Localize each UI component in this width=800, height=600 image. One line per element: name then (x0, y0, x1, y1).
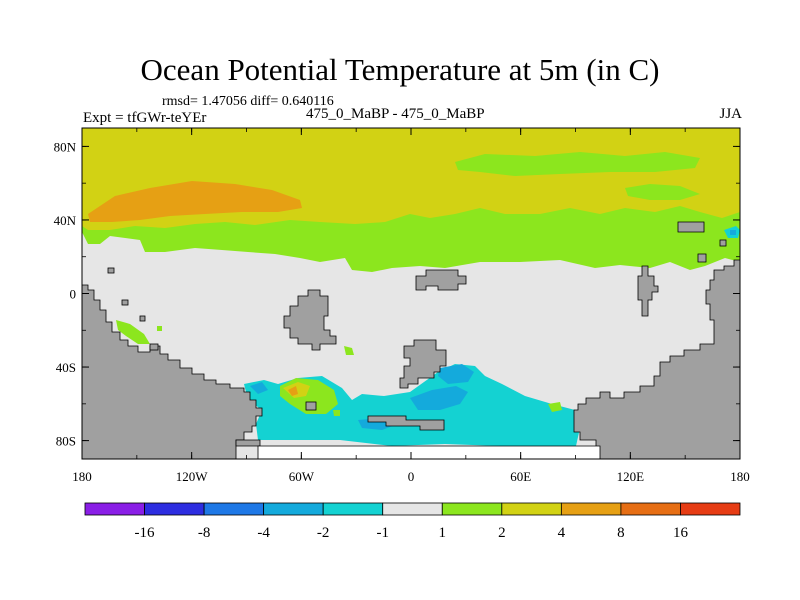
colorbar-label: 1 (439, 525, 447, 541)
y-tick-label: 40N (54, 213, 77, 228)
land-east-sliver (697, 253, 707, 263)
region-green-patch-east (625, 184, 700, 200)
colorbar-swatch (441, 502, 503, 516)
region-cyan-south (244, 364, 580, 446)
colorbar-swatch (382, 502, 443, 516)
colorbar-label: 8 (617, 525, 625, 541)
y-tick-label: 80N (54, 139, 77, 154)
y-axis: 80N 40N 0 40S 80S (54, 139, 740, 449)
colorbar-label: -1 (376, 525, 389, 541)
region-green-south-atlantic (344, 346, 354, 355)
region-orange-south-blob (288, 386, 298, 396)
colorbar-swatch (322, 502, 384, 516)
land-islet-5 (305, 401, 317, 411)
region-green-west-pacific (116, 320, 150, 344)
region-green-south-small (333, 410, 340, 416)
land-islet-3 (139, 315, 146, 322)
x-tick-label: 120W (176, 469, 209, 484)
land-equatorial-island (415, 269, 467, 291)
colorbar-label: -8 (198, 525, 211, 541)
region-green-south-east (548, 402, 562, 412)
experiment-label: Expt = tfGWr-teYEr (83, 110, 207, 126)
x-tick-label: 0 (408, 469, 415, 484)
colorbar-label: 2 (498, 525, 506, 541)
colorbar-label: -4 (257, 525, 270, 541)
land-islet-4 (149, 343, 159, 351)
colorbar-label: -16 (135, 525, 155, 541)
region-cyan-east-core (730, 230, 736, 235)
land-south-west (235, 439, 261, 447)
land-masses (82, 221, 740, 459)
season-label: JJA (719, 106, 742, 122)
colorbar-swatch (680, 502, 741, 516)
x-tick-label: 180 (730, 469, 750, 484)
colorbar-swatch (84, 502, 145, 516)
chart-title: Ocean Potential Temperature at 5m (in C) (140, 52, 660, 87)
land-islet-6 (719, 239, 727, 247)
region-green-dot (157, 326, 162, 331)
colorbar-label: 4 (558, 525, 566, 541)
land-islet-1 (121, 299, 129, 306)
colorbar-swatch (144, 502, 205, 516)
x-tick-label: 60W (289, 469, 315, 484)
land-west-continent (82, 284, 263, 459)
land-south-mid (367, 415, 445, 431)
colorbar-swatch (263, 502, 324, 516)
colorbar-label: 16 (673, 525, 689, 541)
case-label: 475_0_MaBP - 475_0_MaBP (306, 106, 485, 122)
y-tick-label: 40S (56, 360, 76, 375)
y-tick-label: 0 (70, 287, 77, 302)
x-tick-label: 180 (72, 469, 92, 484)
colorbar-swatch (620, 502, 681, 516)
x-tick-label: 60E (510, 469, 531, 484)
land-south-band (257, 445, 601, 459)
land-south-atlantic-island (399, 339, 447, 389)
x-tick-label: 120E (617, 469, 645, 484)
land-central-island (283, 289, 337, 351)
x-axis: 180 120W 60W 0 60E 120E 180 (72, 128, 750, 484)
land-northeast-block (677, 221, 705, 233)
land-east-chain (637, 265, 659, 317)
colorbar-swatch (560, 502, 622, 516)
region-green-patch-north (455, 152, 700, 176)
land-east-continent (573, 259, 740, 459)
region-orange-north-pacific (88, 181, 302, 222)
colorbar-label: -2 (317, 525, 330, 541)
stats-label: rmsd= 1.47056 diff= 0.640116 (162, 94, 334, 109)
y-tick-label: 80S (56, 434, 76, 449)
colorbar-swatch (501, 502, 562, 516)
colorbar-swatch (203, 502, 265, 516)
colorbar: -16 -8 -4 -2 -1 1 2 4 8 16 (84, 502, 741, 541)
region-blue-west (250, 382, 268, 394)
land-islet-2 (107, 267, 115, 274)
map-field (82, 128, 740, 459)
region-blue-south-atlantic-2 (438, 364, 474, 384)
region-blue-south-atlantic (410, 386, 468, 410)
